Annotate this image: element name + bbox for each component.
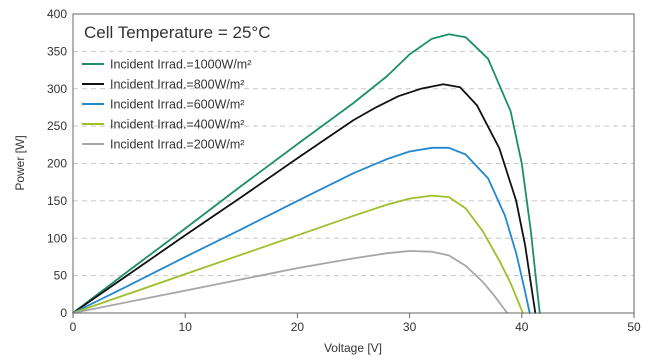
- x-tick-label: 20: [291, 320, 305, 334]
- y-tick-label: 300: [47, 82, 67, 96]
- legend-label: Incident Irrad.=1000W/m²: [110, 58, 251, 72]
- y-tick-label: 400: [47, 7, 67, 21]
- y-tick-label: 0: [60, 306, 67, 320]
- grid-lines: [73, 50, 634, 277]
- series-line-5: [72, 250, 509, 314]
- y-tick-label: 150: [47, 194, 67, 208]
- series-line-4: [72, 194, 524, 314]
- series-lines: [72, 33, 541, 314]
- y-tick-label: 250: [47, 119, 67, 133]
- x-tick-label: 40: [515, 320, 529, 334]
- series-line-1: [72, 33, 541, 314]
- legend-label: Incident Irrad.=800W/m²: [110, 78, 244, 92]
- y-tick-label: 100: [47, 231, 67, 245]
- legend-label: Incident Irrad.=400W/m²: [110, 118, 244, 132]
- y-tick-label: 350: [47, 44, 67, 58]
- y-axis-title: Power [W]: [13, 135, 27, 190]
- x-tick-label: 50: [627, 320, 641, 334]
- series-line-2: [72, 83, 537, 314]
- x-axis-title: Voltage [V]: [324, 341, 382, 355]
- ticks: 0 50 100 150 200 250 300 350 400 0 10 20 30 40 50: [47, 7, 641, 334]
- y-tick-label: 50: [54, 269, 68, 283]
- annotation-text: Cell Temperature = 25°C: [84, 23, 271, 42]
- x-tick-label: 10: [179, 320, 193, 334]
- legend-label: Incident Irrad.=200W/m²: [110, 138, 244, 152]
- x-tick-label: 30: [403, 320, 417, 334]
- plot-frame: [72, 13, 635, 314]
- x-tick-label: 0: [70, 320, 77, 334]
- legend-label: Incident Irrad.=600W/m²: [110, 98, 244, 112]
- series-line-3: [72, 146, 531, 314]
- legend: Incident Irrad.=1000W/m² Incident Irrad.=…: [82, 58, 251, 152]
- y-tick-label: 200: [47, 157, 67, 171]
